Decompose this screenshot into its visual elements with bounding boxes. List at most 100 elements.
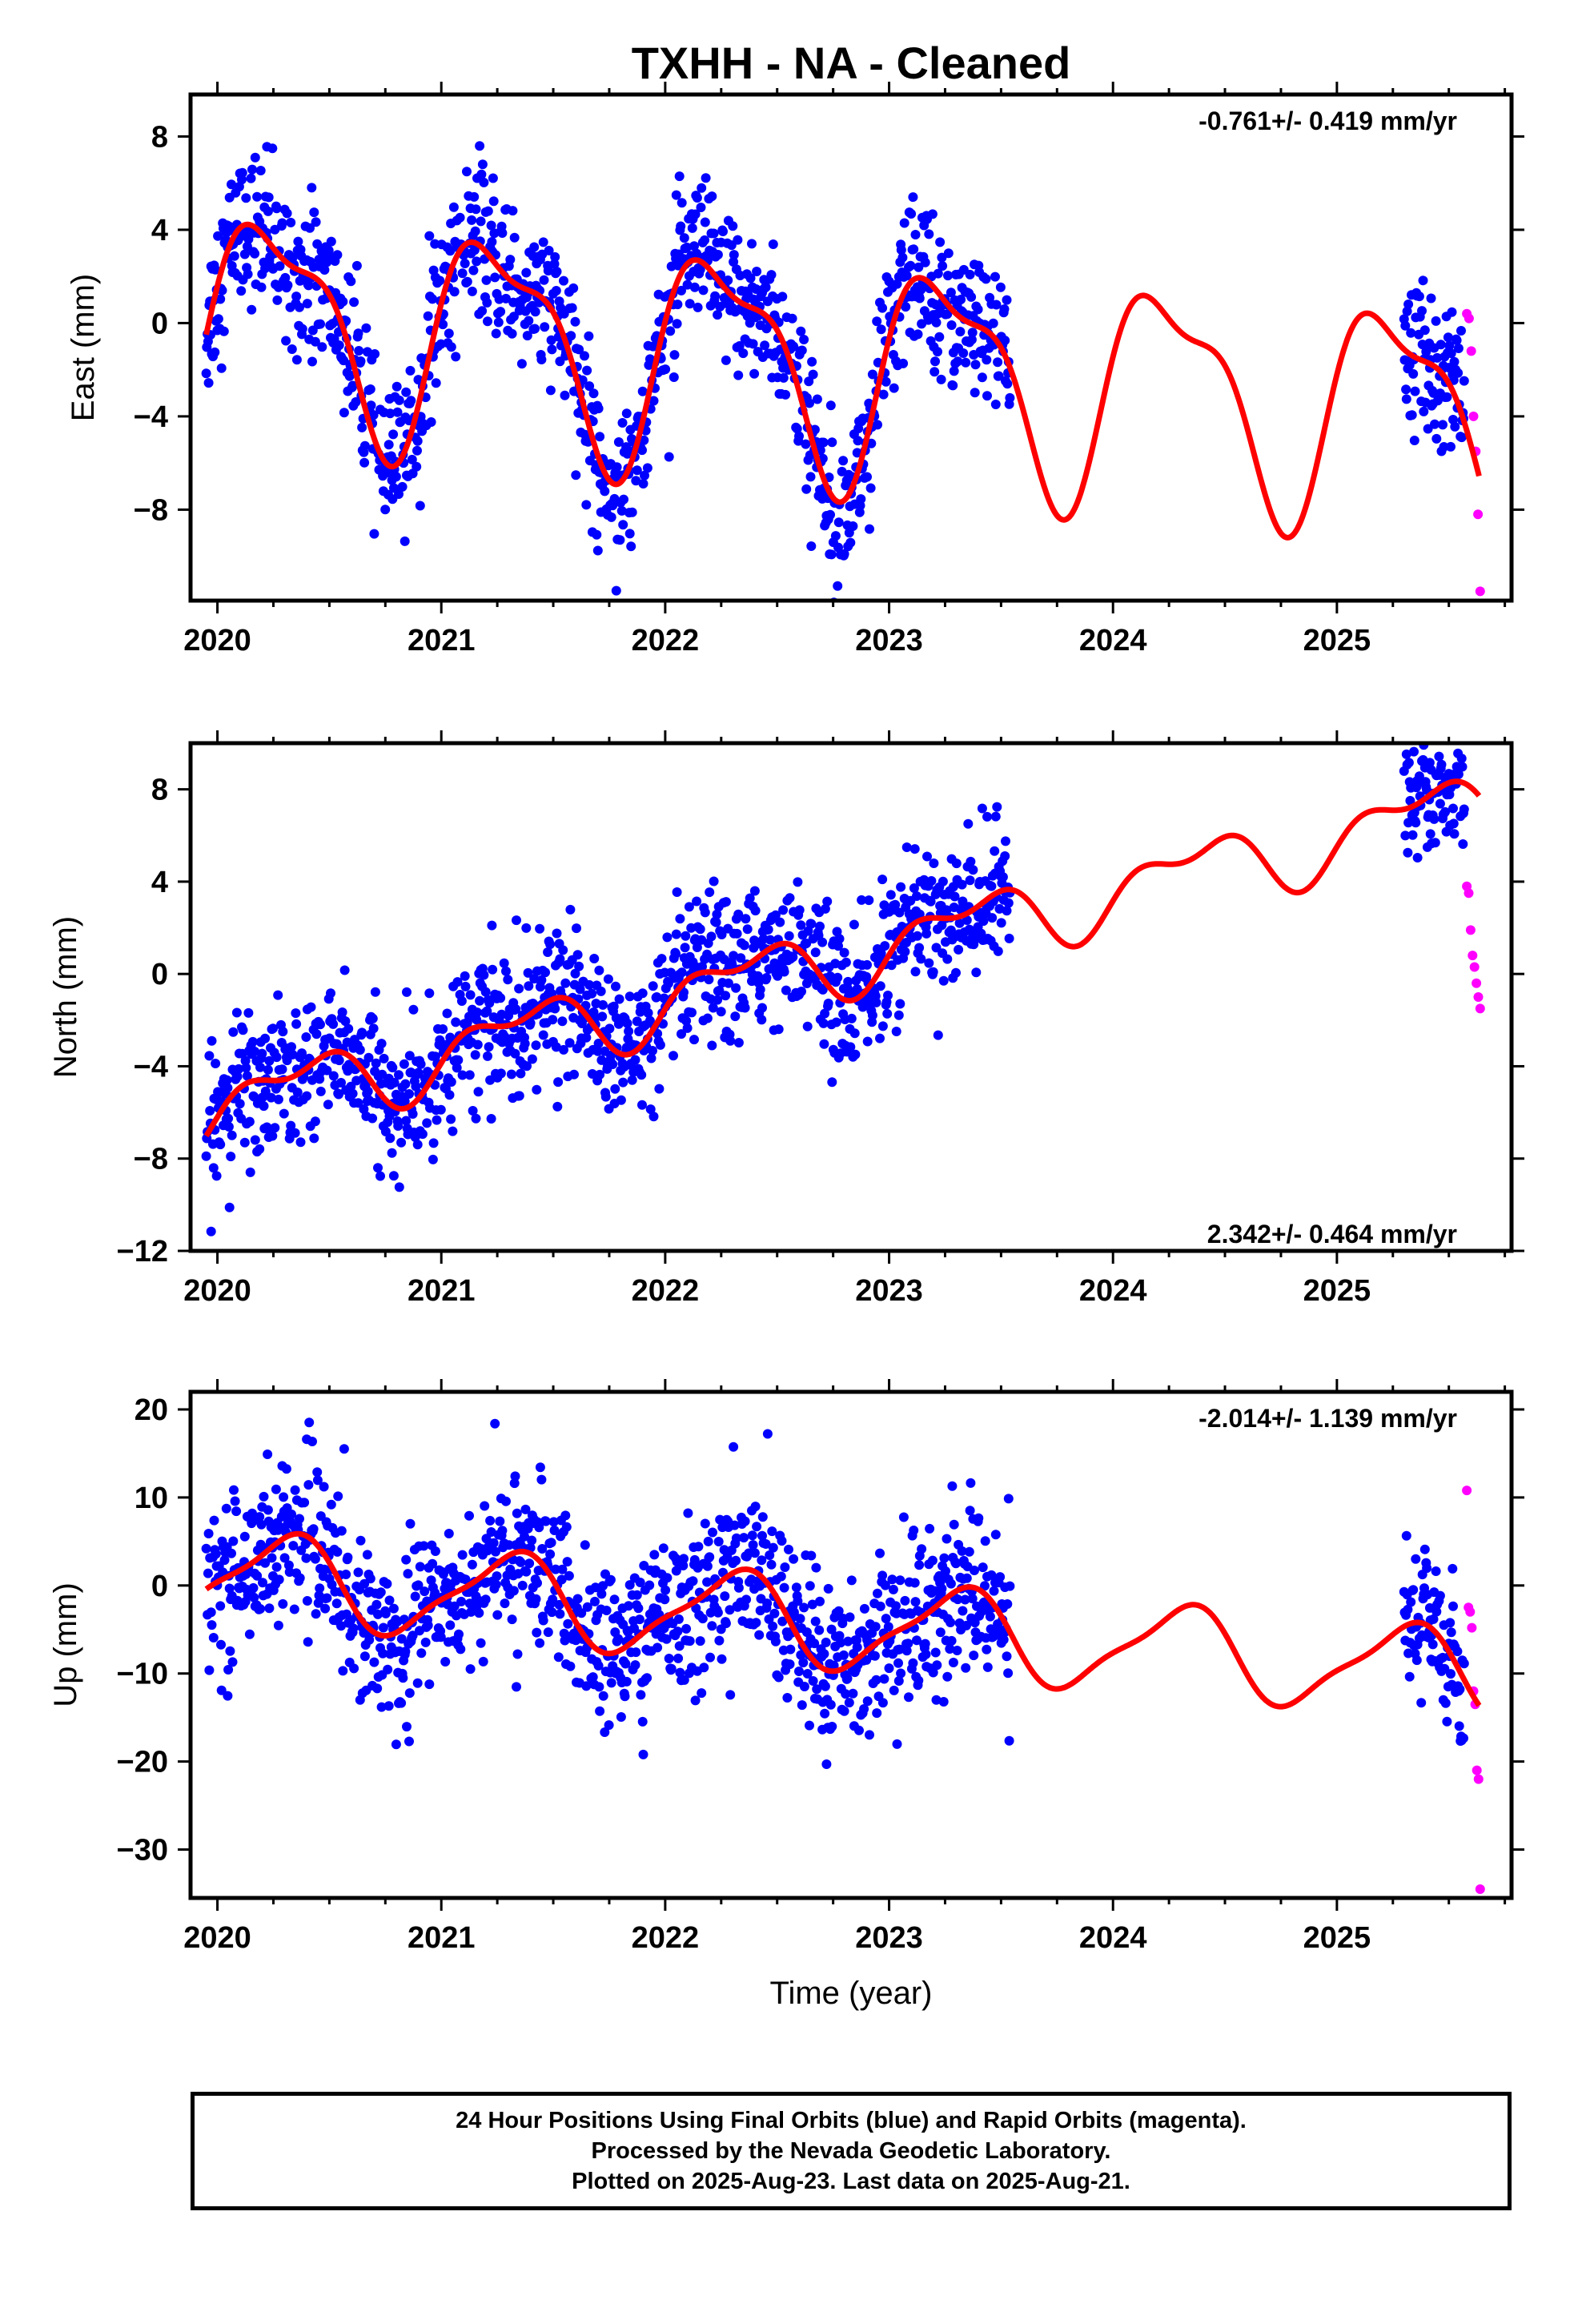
data-point (432, 1115, 442, 1125)
data-point (536, 975, 547, 985)
data-point (511, 1004, 521, 1015)
data-point (1411, 818, 1421, 828)
data-point (843, 976, 853, 987)
data-point (732, 928, 742, 939)
data-point (942, 1534, 952, 1544)
data-point (1003, 1494, 1014, 1504)
data-point (479, 177, 489, 187)
data-point (422, 1118, 432, 1128)
data-point (930, 356, 940, 367)
data-point (648, 396, 659, 406)
data-point (250, 1047, 260, 1056)
data-point (548, 1517, 559, 1527)
data-point (404, 1051, 415, 1061)
data-point (590, 1582, 600, 1593)
data-point (681, 1623, 692, 1634)
data-point (216, 363, 227, 373)
data-point (881, 376, 891, 387)
data-point (396, 1634, 407, 1644)
data-point (559, 1044, 568, 1055)
data-point (949, 366, 959, 376)
data-point (968, 865, 978, 875)
data-point (692, 896, 702, 907)
data-point (909, 1526, 919, 1535)
data-point (347, 380, 358, 391)
data-point (624, 1601, 634, 1611)
data-point (1448, 803, 1458, 814)
x-tick-label: 2022 (632, 1274, 700, 1308)
model-fit-line (204, 1530, 1482, 1710)
data-point (785, 1644, 796, 1655)
data-point (488, 1538, 499, 1548)
data-point (695, 1636, 705, 1647)
data-point (784, 1544, 793, 1554)
data-point (826, 549, 837, 560)
data-point (587, 988, 597, 999)
data-point (982, 1644, 992, 1655)
data-point (1419, 1544, 1430, 1554)
data-point (1443, 332, 1453, 343)
data-point (906, 209, 917, 219)
data-point (768, 1621, 778, 1631)
rapid-data-point (1464, 313, 1474, 324)
data-point (487, 920, 497, 931)
data-point (400, 1096, 410, 1107)
data-point (260, 1558, 271, 1568)
data-point (449, 287, 460, 297)
data-point (547, 344, 557, 355)
data-point (369, 529, 379, 539)
data-point (648, 1046, 657, 1055)
data-point (589, 954, 600, 963)
y-tick-label: 0 (151, 958, 168, 991)
data-point (631, 1647, 641, 1658)
velocity-rate-label: -0.761+/- 0.419 mm/yr (1199, 107, 1457, 135)
data-point (473, 1087, 484, 1097)
data-point (618, 520, 628, 530)
data-point (1446, 441, 1456, 452)
data-point (1401, 1530, 1411, 1541)
data-point (917, 1544, 927, 1554)
data-point (512, 1649, 523, 1659)
data-point (302, 1091, 312, 1101)
data-point (948, 1658, 958, 1667)
data-point (480, 987, 491, 997)
data-point (543, 947, 553, 957)
data-point (215, 294, 226, 304)
data-point (332, 1546, 343, 1557)
data-point (412, 1140, 423, 1150)
rapid-data-point (1472, 978, 1482, 988)
data-point (536, 1474, 547, 1485)
data-point (958, 1606, 968, 1616)
data-point (334, 340, 344, 351)
data-point (951, 858, 962, 869)
data-point (814, 1625, 825, 1635)
data-point (945, 1644, 955, 1654)
data-point (243, 1007, 254, 1018)
data-point (867, 1010, 877, 1020)
data-point (522, 331, 532, 341)
data-point (255, 1062, 265, 1072)
data-point (474, 1608, 484, 1618)
data-point (336, 1078, 346, 1088)
data-point (838, 1650, 849, 1660)
rapid-data-point (1472, 1765, 1482, 1775)
data-point (762, 1429, 773, 1439)
data-point (476, 169, 487, 179)
data-point (255, 1604, 265, 1614)
data-point (419, 1541, 429, 1551)
data-point (315, 1583, 325, 1594)
data-point (683, 1508, 693, 1518)
data-point (927, 1555, 938, 1566)
data-point (1445, 1618, 1456, 1628)
data-point (244, 1629, 255, 1639)
data-point (310, 1554, 320, 1564)
data-point (787, 313, 797, 324)
data-point (1438, 420, 1447, 430)
data-point (347, 1088, 358, 1099)
data-point (530, 307, 540, 317)
data-point (524, 981, 534, 991)
data-point (765, 1550, 775, 1560)
data-point (465, 1664, 476, 1675)
data-point (969, 1651, 979, 1661)
data-point (337, 1007, 347, 1017)
